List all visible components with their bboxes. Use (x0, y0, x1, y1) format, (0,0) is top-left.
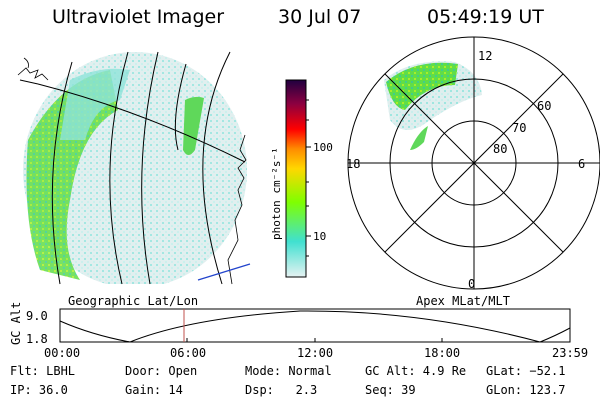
info-gcalt: GC Alt: 4.9 Re (365, 364, 466, 378)
polar-caption: Apex MLat/MLT (416, 294, 510, 308)
time-label: 05:49:19 UT (427, 6, 544, 28)
info-flt: Flt: LBHL (10, 364, 75, 378)
polar-image (384, 61, 482, 150)
coastline (17, 57, 247, 285)
altitude-xtick-2359: 23:59 (552, 346, 588, 360)
geographic-image (23, 52, 247, 284)
mlat-label-70: 70 (512, 121, 526, 135)
colorbar-tick-10: 10 (313, 230, 326, 243)
altitude-ytick-1: 1.8 (26, 332, 48, 346)
altitude-ylabel: GC Alt (9, 302, 23, 345)
altitude-xtick-1200: 12:00 (297, 346, 333, 360)
mlt-label-12: 12 (478, 49, 492, 63)
info-glon: GLon: 123.7 (486, 383, 565, 397)
instrument-title: Ultraviolet Imager (52, 6, 225, 28)
date-label: 30 Jul 07 (278, 6, 362, 28)
mlat-label-60: 60 (537, 99, 551, 113)
altitude-xticks (186, 338, 443, 342)
altitude-ytick-9: 9.0 (26, 309, 48, 323)
geo-caption: Geographic Lat/Lon (68, 294, 198, 308)
info-door: Door: Open (125, 364, 197, 378)
mlt-label-6: 6 (578, 157, 585, 171)
info-gain: Gain: 14 (125, 383, 183, 397)
polar-grid (347, 36, 600, 290)
info-mode: Mode: Normal (245, 364, 332, 378)
colorbar-unit-label: photon cm⁻²s⁻¹ (270, 147, 283, 240)
altitude-xtick-0600: 06:00 (170, 346, 206, 360)
altitude-xtick-1800: 18:00 (424, 346, 460, 360)
info-seq: Seq: 39 (365, 383, 416, 397)
mlat-label-80: 80 (493, 142, 507, 156)
altitude-plot-frame (59, 308, 571, 343)
mlt-label-18: 18 (346, 157, 360, 171)
coastline-blue (197, 263, 251, 281)
info-dsp: Dsp: 2.3 (245, 383, 317, 397)
altitude-xtick-0000: 00:00 (44, 346, 80, 360)
colorbar-ticks (306, 99, 311, 257)
geo-grid (19, 51, 246, 285)
info-ip: IP: 36.0 (10, 383, 68, 397)
info-glat: GLat: −52.1 (486, 364, 565, 378)
colorbar-tick-100: 100 (313, 141, 333, 154)
altitude-curve (59, 310, 571, 343)
colorbar (285, 79, 307, 278)
mlt-label-0: 0 (468, 277, 475, 291)
